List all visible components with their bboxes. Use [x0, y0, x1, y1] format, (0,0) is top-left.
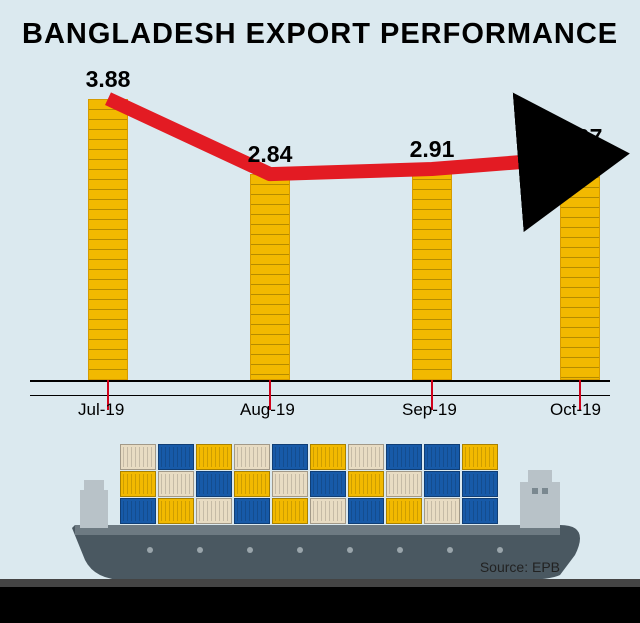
cargo-container [158, 444, 194, 470]
cargo-container [386, 498, 422, 524]
trend-line [40, 70, 600, 380]
cargo-container [234, 498, 270, 524]
cargo-container [424, 471, 460, 497]
cargo-container [348, 498, 384, 524]
ground [0, 587, 640, 623]
cargo-container [424, 444, 460, 470]
cargo-container [120, 444, 156, 470]
x-label-1: Aug-19 [240, 400, 340, 420]
chart-title: BANGLADESH EXPORT PERFORMANCE [22, 18, 618, 51]
ground-edge [0, 579, 640, 587]
cargo-container [424, 498, 460, 524]
cargo-container [310, 471, 346, 497]
value-label-2: 2.91 [392, 136, 472, 163]
cargo-container [234, 444, 270, 470]
cargo-container [462, 444, 498, 470]
x-axis-line [30, 380, 610, 382]
x-label-3: Oct-19 [550, 400, 640, 420]
cargo-container [196, 444, 232, 470]
cargo-container [196, 471, 232, 497]
value-label-0: 3.88 [68, 66, 148, 93]
cargo-container [158, 471, 194, 497]
cargo-container [272, 498, 308, 524]
cargo-container [272, 471, 308, 497]
chart-area: 3.882.842.913.07 [40, 70, 600, 380]
cargo-container [120, 471, 156, 497]
cargo-container [348, 471, 384, 497]
value-label-3: 3.07 [540, 124, 620, 151]
cargo-container [120, 498, 156, 524]
x-axis-line-thin [30, 395, 610, 396]
x-label-0: Jul-19 [78, 400, 178, 420]
cargo-container [386, 471, 422, 497]
value-label-1: 2.84 [230, 141, 310, 168]
cargo-container [462, 471, 498, 497]
source-label: Source: EPB [480, 559, 560, 575]
cargo-container [234, 471, 270, 497]
infographic-canvas: BANGLADESH EXPORT PERFORMANCE 3.88 2.84 2.… [0, 0, 640, 623]
cargo-container [310, 498, 346, 524]
cargo-container [462, 498, 498, 524]
cargo-container [196, 498, 232, 524]
cargo-container [348, 444, 384, 470]
x-label-2: Sep-19 [402, 400, 502, 420]
cargo-container [272, 444, 308, 470]
cargo-container [310, 444, 346, 470]
cargo-container [386, 444, 422, 470]
cargo-container [158, 498, 194, 524]
